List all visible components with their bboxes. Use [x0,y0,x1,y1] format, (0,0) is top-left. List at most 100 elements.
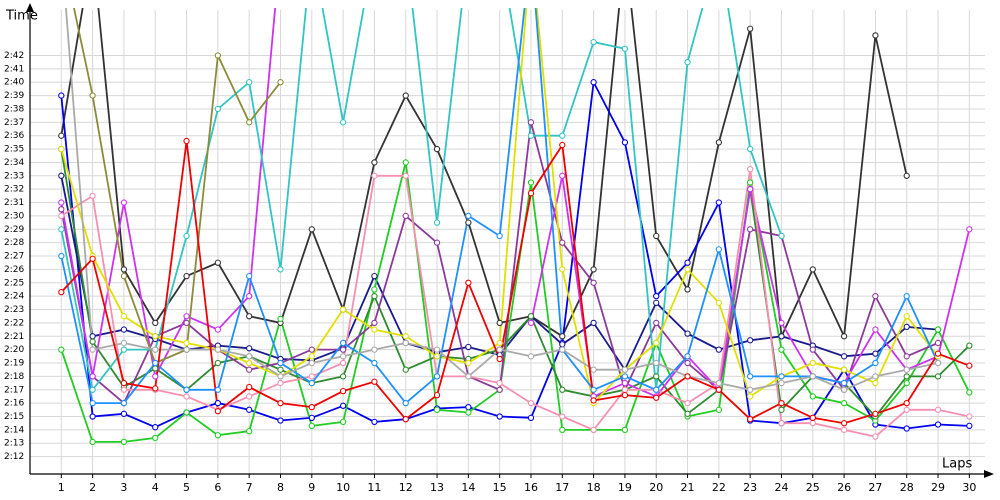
x-tick-label: 18 [587,481,601,494]
series-line [60,79,970,430]
point [872,293,879,300]
point [433,406,441,413]
point [621,379,629,387]
point [809,346,816,353]
point [58,92,65,99]
point [840,333,848,340]
point [120,339,128,347]
point [120,266,128,273]
point [903,406,910,413]
point [402,92,409,99]
point [653,319,660,327]
point [903,366,910,373]
x-tick-label: 4 [152,481,159,494]
point [339,387,347,395]
x-tick-label: 3 [120,481,127,494]
point [339,373,347,380]
point [559,346,566,353]
y-tick-label: 2:32 [4,185,24,195]
x-tick-label: 6 [214,481,221,494]
point [183,232,190,240]
point [58,212,65,220]
point [903,399,910,407]
point [934,326,942,333]
point [371,346,378,353]
point [747,226,754,233]
point [903,379,910,387]
point [559,132,566,139]
x-tick-label: 15 [493,481,507,494]
point [277,266,284,273]
point [872,32,879,39]
x-tick-label: 20 [649,481,663,494]
point [433,391,441,399]
point [903,172,910,179]
point [433,353,441,360]
point [402,416,409,423]
point [433,346,441,353]
point [120,379,128,387]
y-tick-label: 2:31 [4,198,24,208]
point [934,406,942,413]
x-tick-label: 7 [246,481,253,494]
x-tick-label: 5 [183,481,190,494]
point [527,353,535,360]
point [966,342,973,349]
point [934,373,942,380]
point [747,179,754,186]
point [840,426,848,434]
point [559,413,566,420]
point [246,366,253,373]
y-tick-label: 2:39 [4,91,24,101]
point [934,339,942,347]
point [778,420,785,427]
point [152,346,159,353]
point [246,353,253,360]
point [778,406,785,413]
point [465,279,472,286]
y-axis-arrow [26,3,34,12]
x-axis-arrow [984,470,994,478]
point [621,366,629,373]
point [496,319,503,327]
point [214,259,222,266]
point [58,199,65,206]
point [684,359,691,367]
x-tick-label: 24 [774,481,788,494]
point [246,272,253,280]
x-tick-label: 9 [308,481,315,494]
point [120,386,128,393]
point [152,424,159,431]
point [120,438,128,446]
point [934,359,942,367]
point [183,393,190,400]
point [559,239,566,246]
y-tick-label: 2:14 [4,425,24,435]
point [214,105,222,113]
point [684,353,691,360]
point [465,359,472,367]
y-tick-label: 2:20 [4,345,24,355]
point [559,141,566,149]
point [277,379,284,387]
point [496,339,503,347]
y-tick-label: 2:13 [4,439,24,449]
y-tick-label: 2:33 [4,171,24,181]
point [246,345,253,352]
point [559,172,566,179]
point [840,366,848,373]
point [840,399,848,407]
point [653,373,660,380]
x-tick-label: 25 [806,481,820,494]
point [684,286,691,293]
point [89,386,96,393]
series-line [60,168,970,438]
point [277,315,284,323]
point [339,339,347,347]
point [559,341,566,348]
point [214,326,222,333]
point [246,119,253,126]
y-tick-label: 2:22 [4,318,24,328]
point [89,413,96,420]
